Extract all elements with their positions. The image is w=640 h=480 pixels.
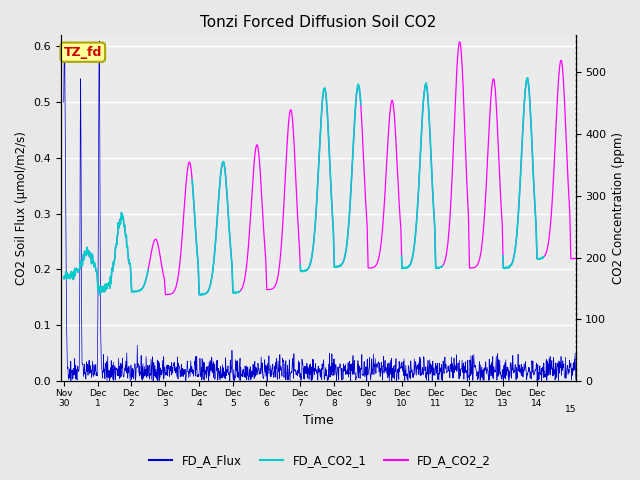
Y-axis label: CO2 Soil Flux (μmol/m2/s): CO2 Soil Flux (μmol/m2/s): [15, 131, 28, 285]
X-axis label: Time: Time: [303, 414, 333, 427]
Legend: FD_A_Flux, FD_A_CO2_1, FD_A_CO2_2: FD_A_Flux, FD_A_CO2_1, FD_A_CO2_2: [144, 449, 496, 472]
Text: TZ_fd: TZ_fd: [63, 46, 102, 59]
Y-axis label: CO2 Concentration (ppm): CO2 Concentration (ppm): [612, 132, 625, 284]
Text: 15: 15: [564, 405, 576, 413]
Title: Tonzi Forced Diffusion Soil CO2: Tonzi Forced Diffusion Soil CO2: [200, 15, 436, 30]
